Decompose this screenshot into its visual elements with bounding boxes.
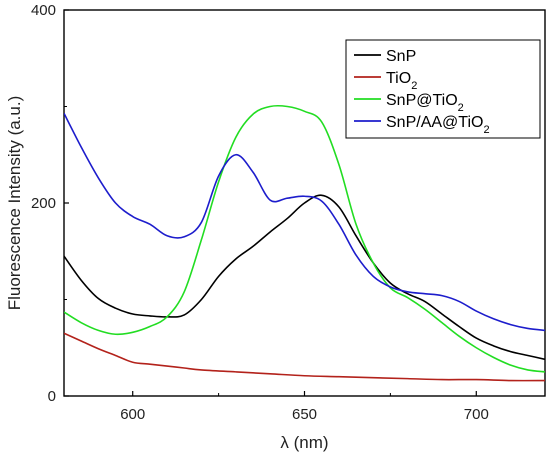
series-line-snp (64, 194, 545, 361)
series-layer (64, 104, 545, 382)
x-axis-title: λ (nm) (280, 433, 328, 452)
series-line-snp-tio2 (64, 104, 545, 373)
legend-label: SnP@TiO2 (386, 92, 464, 114)
y-tick-label: 400 (31, 2, 56, 19)
y-tick-label: 0 (48, 388, 56, 405)
axes-layer: 600 650 700 0 200 400 (31, 2, 489, 423)
x-tick-label: 650 (292, 406, 317, 423)
series-line-snp-aa-tio2 (64, 112, 545, 332)
series-line-tio2 (64, 332, 545, 382)
legend-label: SnP/AA@TiO2 (386, 114, 490, 136)
x-tick-label: 700 (464, 406, 489, 423)
y-axis-title: Fluorescence Intensity (a.u.) (5, 96, 24, 310)
y-tick-label: 200 (31, 195, 56, 212)
x-tick-label: 600 (120, 406, 145, 423)
legend-label: SnP (386, 48, 416, 65)
legend-label: TiO2 (386, 70, 417, 92)
